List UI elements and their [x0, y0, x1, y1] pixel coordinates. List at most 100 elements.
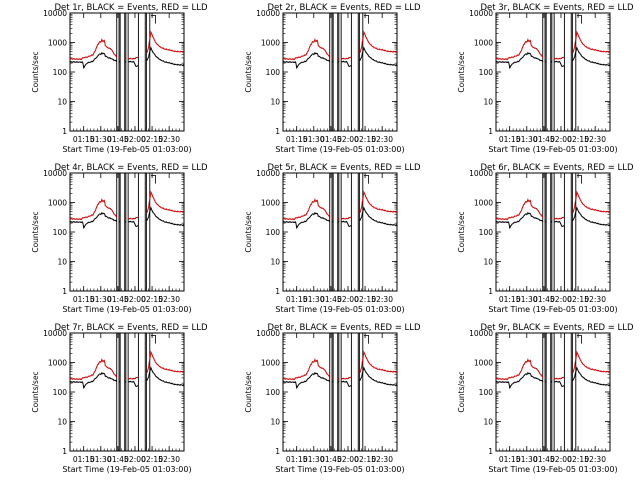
y-tick-label: 1	[275, 127, 280, 136]
y-tick-label: 100	[53, 68, 68, 77]
interval-bracket	[150, 334, 156, 344]
x-tick-label: 02:30	[371, 295, 393, 304]
x-tick-label: 02:00	[337, 455, 359, 464]
panel-title: Det 8r, BLACK = Events, RED = LLD	[267, 323, 421, 333]
y-tick-label: 100	[479, 388, 494, 397]
x-tick-label: 02:30	[584, 295, 606, 304]
y-tick-label: 10000	[469, 9, 493, 18]
x-tick-label: 02:30	[371, 455, 393, 464]
y-tick-label: 10	[270, 258, 280, 267]
x-tick-label: 02:00	[337, 135, 359, 144]
y-tick-label: 10000	[256, 9, 280, 18]
x-tick-label: 01:45	[107, 295, 129, 304]
interval-bracket	[363, 14, 369, 24]
y-tick-label: 1000	[474, 359, 493, 368]
y-tick-label: 100	[53, 388, 68, 397]
x-tick-label: 02:30	[158, 295, 180, 304]
x-tick-label: 01:45	[107, 455, 129, 464]
panel-title: Det 3r, BLACK = Events, RED = LLD	[480, 3, 634, 13]
x-tick-label: 01:30	[516, 135, 538, 144]
interval-bracket	[576, 14, 582, 24]
panel-7: Det 7r, BLACK = Events, RED = LLD 1 10 100 1…	[31, 323, 208, 474]
y-axis-label: Counts/sec	[31, 371, 40, 412]
series-events-line	[69, 206, 185, 230]
interval-bracket	[576, 174, 582, 184]
x-tick-label: 01:45	[320, 135, 342, 144]
x-axis-label: Start Time (19-Feb-05 01:03:00)	[62, 305, 191, 314]
y-tick-label: 100	[479, 68, 494, 77]
series-events-line	[495, 46, 611, 70]
series-events-line	[282, 206, 398, 230]
series-lld-line	[495, 350, 611, 381]
x-tick-label: 02:15	[354, 135, 376, 144]
x-tick-label: 01:45	[533, 295, 555, 304]
x-tick-label: 02:00	[337, 295, 359, 304]
series-lld-line	[495, 30, 611, 61]
series-lld-line	[69, 190, 185, 221]
panel-title: Det 9r, BLACK = Events, RED = LLD	[480, 323, 634, 333]
plot-frame	[69, 12, 185, 132]
x-tick-label: 01:45	[320, 295, 342, 304]
x-tick-label: 01:30	[90, 135, 112, 144]
series-lld-line	[69, 30, 185, 61]
panel-1: Det 1r, BLACK = Events, RED = LLD 1 10 100 1…	[31, 3, 208, 154]
panel-title: Det 5r, BLACK = Events, RED = LLD	[267, 163, 421, 173]
y-tick-label: 1000	[261, 199, 280, 208]
x-tick-label: 01:15	[286, 135, 308, 144]
y-axis-label: Counts/sec	[244, 371, 253, 412]
y-tick-label: 1	[62, 287, 67, 296]
y-tick-label: 1	[488, 447, 493, 456]
y-tick-label: 1	[62, 127, 67, 136]
y-tick-label: 1	[488, 287, 493, 296]
panel-title: Det 7r, BLACK = Events, RED = LLD	[54, 323, 208, 333]
y-axis-label: Counts/sec	[31, 51, 40, 92]
x-tick-label: 01:45	[533, 455, 555, 464]
y-axis-label: Counts/sec	[244, 51, 253, 92]
x-tick-label: 01:15	[286, 295, 308, 304]
x-tick-label: 02:30	[584, 455, 606, 464]
y-axis-label: Counts/sec	[244, 211, 253, 252]
x-tick-label: 02:30	[158, 135, 180, 144]
y-tick-label: 10	[57, 418, 67, 427]
y-axis-label: Counts/sec	[457, 371, 466, 412]
x-tick-label: 02:00	[550, 455, 572, 464]
series-lld-line	[282, 190, 398, 221]
plot-frame	[495, 172, 611, 292]
y-tick-label: 1000	[48, 39, 67, 48]
y-axis-label: Counts/sec	[457, 51, 466, 92]
y-tick-label: 100	[266, 68, 281, 77]
x-tick-label: 01:45	[107, 135, 129, 144]
y-axis-label: Counts/sec	[457, 211, 466, 252]
x-tick-label: 01:30	[90, 455, 112, 464]
y-tick-label: 10	[483, 98, 493, 107]
plot-frame	[282, 172, 398, 292]
y-tick-label: 100	[479, 228, 494, 237]
y-tick-label: 10000	[256, 329, 280, 338]
x-tick-label: 02:15	[141, 455, 163, 464]
panel-6: Det 6r, BLACK = Events, RED = LLD 1 10 100 1…	[457, 163, 634, 314]
x-tick-label: 02:30	[371, 135, 393, 144]
y-tick-label: 10000	[43, 329, 67, 338]
plot-frame	[69, 172, 185, 292]
x-tick-label: 02:00	[124, 455, 146, 464]
x-axis-label: Start Time (19-Feb-05 01:03:00)	[62, 465, 191, 474]
x-axis-label: Start Time (19-Feb-05 01:03:00)	[488, 465, 617, 474]
x-tick-label: 02:15	[141, 295, 163, 304]
x-tick-label: 02:30	[584, 135, 606, 144]
y-tick-label: 1000	[48, 199, 67, 208]
y-tick-label: 10000	[43, 9, 67, 18]
x-tick-label: 02:15	[567, 295, 589, 304]
plot-frame	[282, 12, 398, 132]
series-events-line	[282, 366, 398, 390]
x-tick-label: 02:15	[354, 455, 376, 464]
x-tick-label: 02:00	[550, 295, 572, 304]
x-tick-label: 01:30	[516, 295, 538, 304]
x-axis-label: Start Time (19-Feb-05 01:03:00)	[275, 305, 404, 314]
y-tick-label: 1	[275, 447, 280, 456]
plot-frame	[69, 332, 185, 452]
plot-frame	[495, 12, 611, 132]
y-tick-label: 1	[62, 447, 67, 456]
series-lld-line	[495, 190, 611, 221]
panel-title: Det 4r, BLACK = Events, RED = LLD	[54, 163, 208, 173]
